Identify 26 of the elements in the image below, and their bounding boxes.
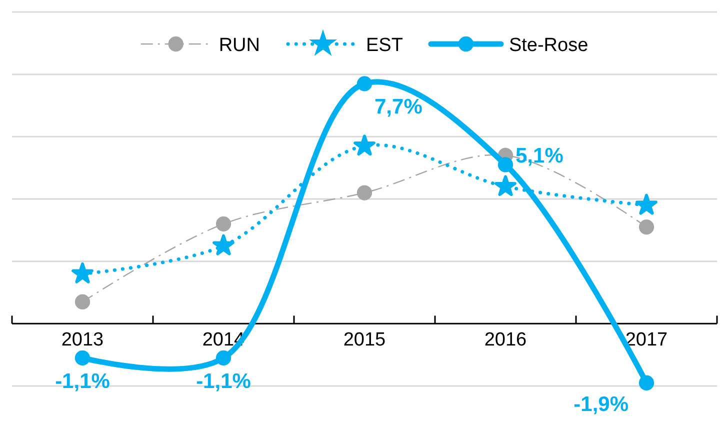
data-label: -1,1% <box>55 370 110 393</box>
point <box>72 262 94 284</box>
legend-label: RUN <box>218 35 260 56</box>
data-label: 7,7% <box>374 96 423 119</box>
point <box>216 350 232 366</box>
data-label: -1,9% <box>574 392 629 416</box>
x-tick-label: 2017 <box>625 330 668 351</box>
point <box>638 219 654 235</box>
point <box>638 375 654 390</box>
point <box>356 185 372 200</box>
point <box>354 134 376 156</box>
point <box>356 76 372 92</box>
point <box>498 157 514 172</box>
point <box>212 234 234 256</box>
legend-label: Ste-Rose <box>508 35 588 56</box>
point <box>216 216 232 232</box>
x-tick-label: 2015 <box>343 330 386 351</box>
point <box>494 175 516 196</box>
x-tick-label: 2016 <box>484 330 527 351</box>
point <box>636 194 658 215</box>
data-label: 5,1% <box>516 144 564 168</box>
legend-label: EST <box>366 35 404 56</box>
point <box>74 294 90 310</box>
data-label: -1,1% <box>196 370 252 393</box>
point <box>74 350 90 366</box>
x-tick-label: 2013 <box>61 330 104 351</box>
